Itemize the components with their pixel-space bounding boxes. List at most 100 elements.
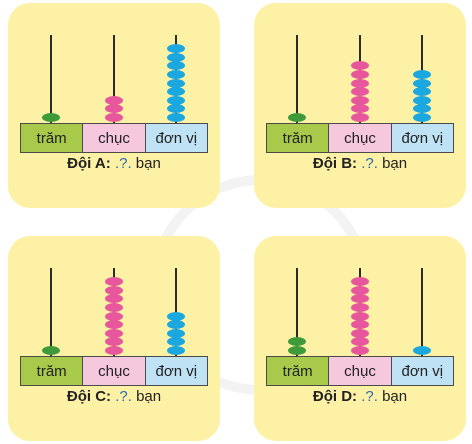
bead-tens — [351, 320, 369, 330]
answer-blank: .?. — [114, 155, 132, 172]
label-ones: đơn vị — [391, 124, 453, 152]
team-c-caption: Đội C: .?. bạn — [8, 388, 220, 405]
label-tens: chục — [329, 124, 392, 152]
bead-tens — [351, 346, 369, 355]
team-d-card: trăm chục đơn vị Đội D: .?. bạn — [254, 236, 466, 441]
bead-hundreds — [288, 346, 306, 355]
abacus-d: trăm chục đơn vị — [266, 268, 454, 386]
bead-ones — [167, 78, 185, 88]
bead-hundreds — [288, 113, 306, 122]
unit-text: bạn — [382, 155, 408, 172]
answer-blank: .?. — [115, 388, 132, 405]
bead-ones — [167, 328, 185, 338]
label-ones: đơn vị — [391, 357, 453, 385]
team-b-caption: Đội B: .?. bạn — [254, 155, 466, 172]
label-hundreds: trăm — [267, 357, 330, 385]
team-d-caption: Đội D: .?. bạn — [254, 388, 466, 405]
bead-ones — [167, 52, 185, 62]
label-hundreds: trăm — [21, 124, 84, 152]
bead-ones — [167, 95, 185, 105]
bead-ones — [167, 70, 185, 79]
team-b-card: trăm chục đơn vị Đội B: .?. bạn — [254, 3, 466, 208]
place-value-labels: trăm chục đơn vị — [20, 356, 208, 386]
bead-ones — [413, 104, 431, 114]
bead-ones — [167, 44, 185, 54]
bead-tens — [105, 311, 123, 321]
bead-ones — [167, 320, 185, 330]
answer-blank: .?. — [361, 155, 378, 172]
label-ones: đơn vị — [145, 357, 207, 385]
label-tens: chục — [329, 357, 392, 385]
place-value-labels: trăm chục đơn vị — [266, 356, 454, 386]
place-value-labels: trăm chục đơn vị — [20, 123, 208, 153]
rod-tens — [113, 35, 115, 123]
bead-ones — [413, 78, 431, 88]
bead-tens — [105, 320, 123, 330]
bead-ones — [413, 95, 431, 105]
bead-hundreds — [288, 337, 306, 347]
bead-ones — [413, 346, 431, 355]
label-tens: chục — [83, 357, 146, 385]
bead-ones — [413, 87, 431, 97]
answer-blank: .?. — [361, 388, 378, 405]
bead-tens — [351, 70, 369, 79]
unit-text: bạn — [382, 388, 408, 405]
bead-ones — [167, 87, 185, 97]
bead-tens — [351, 285, 369, 295]
label-ones: đơn vị — [145, 124, 207, 152]
bead-tens — [105, 303, 123, 312]
bead-tens — [351, 277, 369, 287]
bead-ones — [167, 113, 185, 122]
bead-tens — [351, 61, 369, 71]
abacus-a: trăm chục đơn vị — [20, 35, 208, 153]
unit-text: bạn — [136, 388, 162, 405]
label-hundreds: trăm — [21, 357, 84, 385]
bead-tens — [105, 285, 123, 295]
team-name: Đội D: — [312, 388, 358, 405]
bead-ones — [167, 346, 185, 355]
bead-ones — [413, 70, 431, 79]
bead-hundreds — [42, 346, 60, 355]
bead-tens — [351, 113, 369, 122]
bead-tens — [105, 294, 123, 304]
bead-tens — [105, 328, 123, 338]
label-hundreds: trăm — [267, 124, 330, 152]
bead-ones — [167, 61, 185, 71]
bead-tens — [351, 328, 369, 338]
team-name: Đội A: — [67, 155, 111, 172]
bead-tens — [351, 78, 369, 88]
abacus-c: trăm chục đơn vị — [20, 268, 208, 386]
bead-tens — [105, 113, 123, 122]
team-c-card: trăm chục đơn vị Đội C: .?. bạn — [8, 236, 220, 441]
bead-ones — [167, 337, 185, 347]
label-tens: chục — [83, 124, 146, 152]
bead-tens — [351, 104, 369, 114]
bead-tens — [105, 277, 123, 287]
bead-tens — [351, 294, 369, 304]
rod-hundreds — [296, 268, 298, 356]
bead-tens — [351, 311, 369, 321]
bead-ones — [167, 104, 185, 114]
bead-hundreds — [42, 113, 60, 122]
bead-tens — [351, 303, 369, 312]
team-a-card: trăm chục đơn vị Đội A: .?. bạn — [8, 3, 220, 208]
unit-text: bạn — [135, 155, 161, 172]
rod-hundreds — [50, 268, 52, 356]
bead-tens — [351, 337, 369, 347]
team-name: Đội C: — [66, 388, 112, 405]
bead-tens — [351, 95, 369, 105]
rod-hundreds — [296, 35, 298, 123]
bead-ones — [413, 113, 431, 122]
team-name: Đội B: — [312, 155, 358, 172]
abacus-b: trăm chục đơn vị — [266, 35, 454, 153]
rod-hundreds — [50, 35, 52, 123]
bead-tens — [105, 337, 123, 347]
bead-ones — [167, 311, 185, 321]
bead-tens — [105, 95, 123, 105]
rod-ones — [421, 268, 423, 356]
bead-tens — [105, 104, 123, 114]
place-value-labels: trăm chục đơn vị — [266, 123, 454, 153]
team-a-caption: Đội A: .?. bạn — [8, 155, 220, 172]
bead-tens — [351, 87, 369, 97]
bead-tens — [105, 346, 123, 355]
